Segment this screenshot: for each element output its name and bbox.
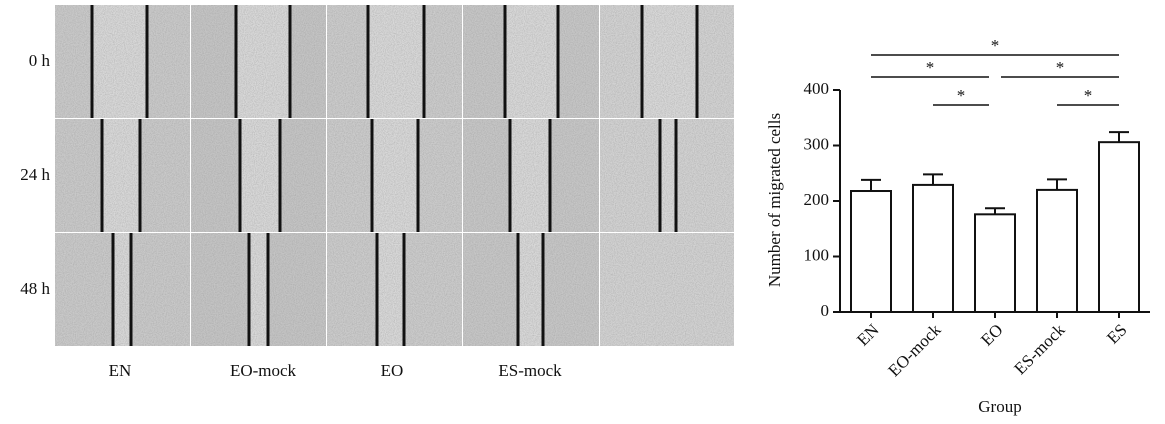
bar (912, 183, 954, 313)
micrograph-texture (463, 119, 599, 232)
micrograph-texture (55, 119, 190, 232)
x-tick-label: EO (977, 320, 1006, 349)
micrograph-texture (327, 5, 462, 118)
column-label: EO-mock (230, 361, 297, 380)
micrograph-texture (327, 119, 462, 232)
significance-label: * (991, 36, 1000, 55)
row-label: 48 h (20, 279, 50, 298)
micrograph-texture (600, 119, 734, 232)
micrograph-texture (463, 5, 599, 118)
bar (974, 213, 1016, 314)
micrograph-texture (55, 5, 190, 118)
x-axis-title: Group (978, 397, 1021, 416)
y-tick-label: 400 (804, 79, 830, 98)
micrograph-texture (55, 233, 190, 346)
column-label: EO (381, 361, 404, 380)
micrograph-texture (191, 119, 326, 232)
y-tick-label: 300 (804, 134, 830, 153)
y-tick-label: 100 (804, 245, 830, 264)
bar (850, 190, 892, 313)
significance-label: * (926, 58, 935, 77)
column-label: EN (109, 361, 132, 380)
column-label: ES-mock (498, 361, 562, 380)
x-tick-label: EN (853, 320, 882, 349)
bar (1036, 188, 1078, 313)
micrograph-texture (463, 233, 599, 346)
x-tick-label: ES-mock (1010, 320, 1069, 379)
y-tick-label: 0 (821, 301, 830, 320)
x-tick-label: EO-mock (884, 320, 945, 381)
significance-label: * (1084, 86, 1093, 105)
x-tick-label: ES (1103, 320, 1130, 347)
micrograph-texture (600, 5, 734, 118)
y-axis-title: Number of migrated cells (765, 113, 784, 287)
micrograph-texture (600, 233, 734, 346)
significance-label: * (1056, 58, 1065, 77)
micrograph-texture (191, 5, 326, 118)
y-tick-label: 200 (804, 190, 830, 209)
micrograph-texture (327, 233, 462, 346)
row-label: 0 h (29, 51, 51, 70)
row-label: 24 h (20, 165, 50, 184)
bar (1098, 141, 1140, 313)
micrograph-texture (191, 233, 326, 346)
significance-label: * (957, 86, 966, 105)
